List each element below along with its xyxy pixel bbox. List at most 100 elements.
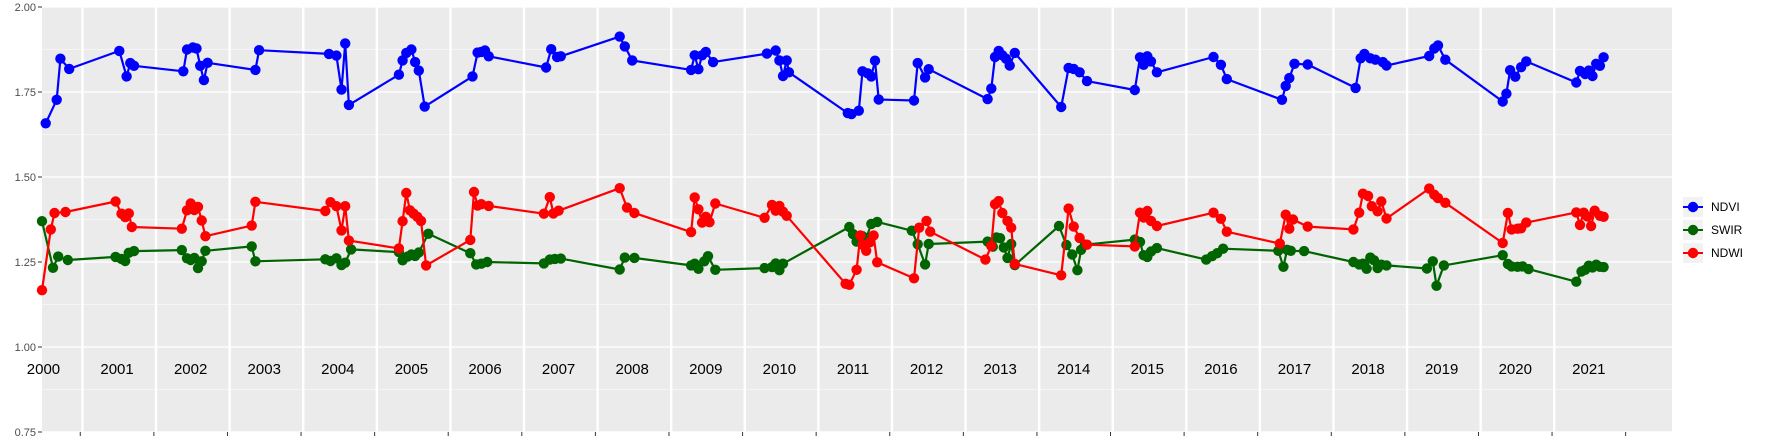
data-point-ndwi — [60, 206, 71, 218]
data-point-ndvi — [483, 51, 494, 62]
data-point-ndvi — [555, 51, 566, 62]
data-point-ndwi — [908, 273, 920, 284]
data-point-ndvi — [1350, 82, 1361, 94]
year-label: 2016 — [1204, 361, 1237, 378]
year-label: 2017 — [1278, 361, 1311, 378]
data-point-ndwi — [921, 215, 932, 227]
data-point-swir — [250, 256, 261, 267]
data-point-swir — [919, 259, 931, 270]
data-point-ndvi — [986, 83, 997, 94]
data-point-ndvi — [982, 93, 993, 105]
data-point-ndvi — [1587, 70, 1598, 82]
data-point-ndvi — [336, 84, 347, 95]
data-point-swir — [1381, 260, 1392, 271]
data-point-ndvi — [1221, 73, 1233, 85]
data-point-ndwi — [925, 226, 936, 237]
data-point-swir — [1067, 249, 1078, 260]
data-point-ndwi — [1151, 220, 1163, 232]
data-point-ndwi — [1440, 197, 1451, 208]
data-point-ndwi — [1582, 211, 1593, 222]
year-label: 2011 — [837, 361, 869, 378]
data-point-swir — [1598, 261, 1609, 273]
data-point-ndvi — [1594, 60, 1606, 71]
data-point-ndvi — [627, 55, 638, 66]
data-point-ndwi — [1129, 241, 1141, 252]
data-point-swir — [1002, 252, 1013, 264]
data-point-ndwi — [196, 215, 207, 226]
data-point-swir — [1571, 276, 1582, 287]
legend: NDVI SWIR NDWI — [1683, 197, 1743, 263]
data-point-ndvi — [55, 53, 66, 64]
data-point-ndvi — [198, 74, 210, 86]
year-label: 2018 — [1351, 361, 1384, 378]
data-point-ndwi — [1287, 214, 1299, 225]
data-point-ndwi — [914, 222, 925, 233]
year-label: 2006 — [468, 361, 501, 378]
data-point-ndwi — [1376, 196, 1387, 207]
data-point-ndvi — [191, 43, 202, 54]
legend-key-point — [1687, 224, 1699, 236]
data-point-ndwi — [1571, 207, 1582, 218]
data-point-ndwi — [1274, 238, 1286, 249]
data-point-ndwi — [868, 230, 879, 241]
data-point-ndvi — [1424, 50, 1435, 62]
data-point-ndwi — [1362, 190, 1374, 202]
data-point-ndvi — [866, 71, 877, 82]
data-point-ndvi — [331, 50, 342, 61]
data-point-ndwi — [420, 260, 432, 271]
year-labels: 2000 2001 2002 2003 2004 2005 2006 2007 2008 2009… — [27, 361, 1606, 378]
data-point-ndvi — [1208, 51, 1219, 63]
data-point-ndvi — [923, 63, 934, 75]
data-point-ndvi — [1571, 77, 1582, 88]
data-point-ndwi — [1502, 207, 1514, 219]
data-point-ndwi — [621, 202, 633, 213]
legend-item-swir: SWIR — [1683, 220, 1743, 240]
data-point-swir — [176, 244, 187, 256]
data-point-ndwi — [1221, 226, 1233, 237]
data-point-ndvi — [1497, 96, 1508, 107]
data-point-swir — [1497, 250, 1508, 261]
year-label: 2003 — [248, 361, 281, 378]
data-point-ndwi — [544, 191, 555, 203]
data-point-ndwi — [1081, 239, 1093, 250]
data-point-ndvi — [114, 45, 125, 57]
data-point-ndwi — [340, 201, 351, 212]
data-point-ndwi — [126, 221, 137, 233]
data-point-ndwi — [1208, 207, 1219, 218]
data-point-swir — [619, 252, 630, 263]
year-label: 2021 — [1572, 361, 1605, 378]
data-point-ndvi — [409, 56, 421, 68]
data-point-ndwi — [710, 198, 721, 209]
data-point-swir — [994, 233, 1006, 244]
data-point-ndwi — [1006, 222, 1017, 233]
data-point-ndwi — [1302, 221, 1313, 232]
data-point-ndvi — [419, 101, 430, 112]
data-point-ndvi — [1381, 60, 1392, 71]
year-label: 2019 — [1425, 361, 1458, 378]
series-swir — [36, 216, 1609, 291]
data-point-ndvi — [700, 46, 711, 58]
data-point-ndvi — [781, 55, 792, 66]
data-point-ndvi — [178, 66, 189, 77]
data-point-swir — [1006, 238, 1017, 250]
data-point-ndvi — [1004, 60, 1015, 71]
data-point-swir — [1217, 243, 1229, 254]
data-point-ndwi — [855, 230, 866, 241]
data-point-ndvi — [614, 31, 625, 42]
data-point-ndwi — [1372, 206, 1383, 217]
data-point-ndvi — [546, 44, 557, 55]
legend-item-ndwi: NDWI — [1683, 243, 1743, 263]
data-point-swir — [1278, 261, 1289, 272]
data-point-swir — [693, 263, 704, 274]
data-point-ndvi — [873, 94, 884, 105]
data-point-ndwi — [393, 243, 405, 254]
year-label: 2014 — [1057, 361, 1090, 378]
year-label: 2020 — [1499, 361, 1532, 378]
data-point-swir — [423, 228, 434, 239]
data-point-ndvi — [1081, 75, 1093, 87]
data-point-ndvi — [783, 67, 795, 78]
data-point-swir — [482, 256, 493, 268]
series-layer — [36, 31, 1609, 296]
data-point-swir — [200, 245, 211, 256]
